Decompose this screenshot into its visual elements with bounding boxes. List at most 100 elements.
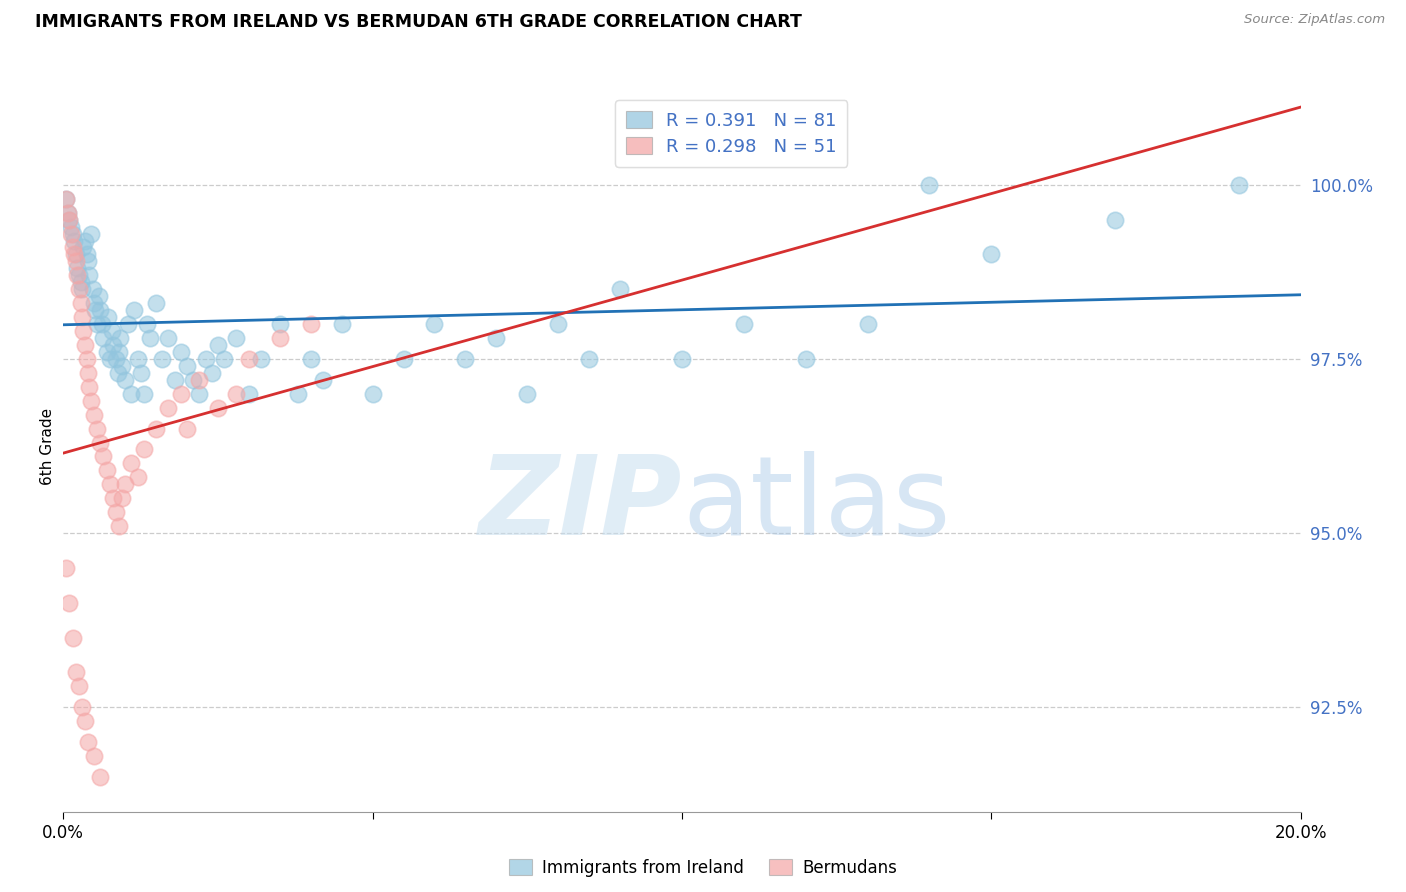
Point <box>97 310 120 325</box>
Point <box>93 331 115 345</box>
Point <box>269 317 291 331</box>
Text: IMMIGRANTS FROM IRELAND VS BERMUDAN 6TH GRADE CORRELATION CHART: IMMIGRANTS FROM IRELAND VS BERMUDAN 6TH … <box>35 13 801 31</box>
Point <box>111 359 134 373</box>
Point <box>117 317 139 331</box>
Point <box>132 442 155 457</box>
Point <box>129 366 152 380</box>
Point <box>114 477 136 491</box>
Point <box>330 317 353 331</box>
Point <box>299 317 322 331</box>
Point <box>250 351 273 366</box>
Point <box>73 234 96 248</box>
Point <box>287 386 309 401</box>
Point <box>89 289 111 303</box>
Point <box>516 386 538 401</box>
Point <box>163 373 186 387</box>
Point <box>609 282 631 296</box>
Point <box>58 596 80 610</box>
Point <box>181 373 204 387</box>
Point <box>108 345 131 359</box>
Point <box>100 324 122 338</box>
Point <box>73 714 96 728</box>
Point <box>77 366 100 380</box>
Point <box>108 331 131 345</box>
Point <box>127 351 149 366</box>
Point <box>83 408 105 422</box>
Y-axis label: 6th Grade: 6th Grade <box>39 408 55 484</box>
Point <box>150 351 173 366</box>
Point <box>312 373 335 387</box>
Point <box>120 386 142 401</box>
Point <box>135 317 157 331</box>
Point <box>188 386 211 401</box>
Point <box>918 178 941 192</box>
Point <box>58 205 80 219</box>
Point <box>58 212 80 227</box>
Point <box>65 665 87 680</box>
Point <box>59 219 82 234</box>
Point <box>299 351 322 366</box>
Point <box>96 345 118 359</box>
Point <box>207 401 229 415</box>
Point <box>107 366 129 380</box>
Point <box>65 247 87 261</box>
Point <box>80 393 103 408</box>
Point <box>72 240 94 254</box>
Point <box>108 519 131 533</box>
Point <box>201 366 224 380</box>
Point <box>170 386 193 401</box>
Point <box>55 192 77 206</box>
Point <box>83 296 105 310</box>
Point <box>225 386 247 401</box>
Point <box>485 331 508 345</box>
Point <box>238 351 260 366</box>
Point <box>77 735 100 749</box>
Point <box>101 491 124 506</box>
Point <box>1227 178 1250 192</box>
Point <box>1104 212 1126 227</box>
Point <box>101 338 124 352</box>
Point <box>269 331 291 345</box>
Point <box>89 770 111 784</box>
Point <box>76 247 98 261</box>
Point <box>98 477 121 491</box>
Point <box>392 351 415 366</box>
Point <box>114 373 136 387</box>
Point <box>58 205 80 219</box>
Point <box>62 631 84 645</box>
Point <box>69 275 91 289</box>
Point <box>176 421 198 435</box>
Point <box>145 421 167 435</box>
Point <box>83 749 105 764</box>
Point <box>55 192 77 206</box>
Point <box>86 421 108 435</box>
Text: atlas: atlas <box>682 451 950 558</box>
Point <box>127 470 149 484</box>
Point <box>66 261 89 276</box>
Point <box>63 234 86 248</box>
Point <box>170 345 193 359</box>
Point <box>72 324 94 338</box>
Point <box>66 268 89 283</box>
Point <box>67 268 90 283</box>
Point <box>77 380 100 394</box>
Point <box>73 338 96 352</box>
Point <box>70 282 93 296</box>
Point <box>124 303 146 318</box>
Point <box>207 338 229 352</box>
Point <box>90 317 112 331</box>
Point <box>84 303 107 318</box>
Point <box>86 317 108 331</box>
Point <box>104 505 127 519</box>
Point <box>98 351 121 366</box>
Point <box>76 351 98 366</box>
Point <box>145 296 167 310</box>
Point <box>132 386 155 401</box>
Point <box>62 227 84 241</box>
Point <box>62 240 84 254</box>
Point <box>70 310 93 325</box>
Point <box>188 373 211 387</box>
Point <box>67 282 90 296</box>
Point <box>63 247 86 261</box>
Text: ZIP: ZIP <box>478 451 682 558</box>
